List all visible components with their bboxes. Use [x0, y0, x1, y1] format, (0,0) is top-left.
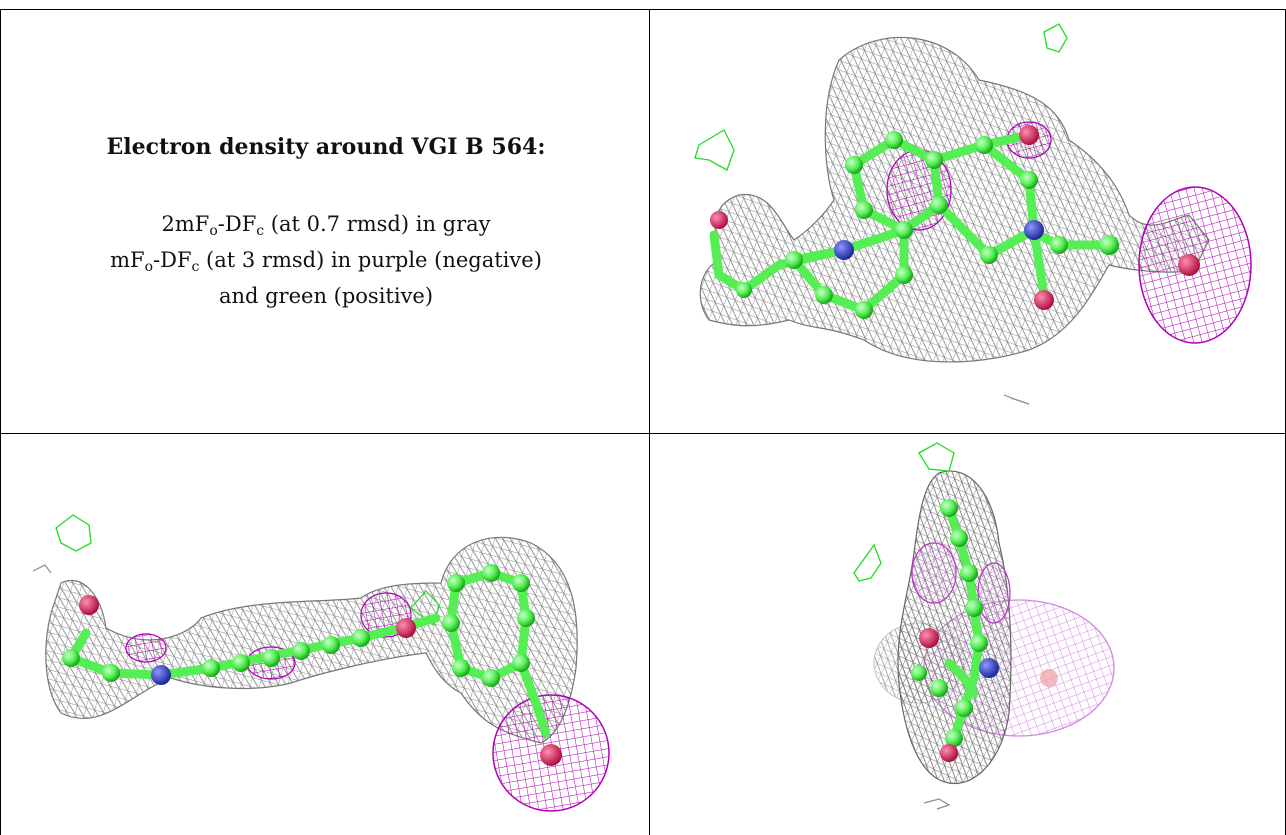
- positive-density-fragment: [854, 545, 881, 581]
- legend-text: -DF: [153, 248, 192, 272]
- legend-text: (at 3 rmsd) in purple (negative): [199, 248, 542, 272]
- negative-density-blob: [978, 563, 1010, 623]
- legend-text: -DF: [218, 212, 257, 236]
- legend-text: mF: [110, 248, 144, 272]
- gray-density-fragment: [1004, 395, 1029, 404]
- legend-subscript: o: [209, 223, 217, 239]
- legend-subscript: c: [256, 223, 264, 239]
- molecule-render-end-on: [649, 433, 1286, 835]
- legend-line-fofc: mFo-DFc (at 3 rmsd) in purple (negative): [1, 246, 650, 282]
- legend-text: 2mF: [161, 212, 209, 236]
- negative-density-blob: [126, 634, 166, 662]
- legend-line-positive: and green (positive): [1, 282, 650, 311]
- positive-density-fragment: [919, 443, 954, 471]
- legend-subscript: o: [145, 259, 153, 275]
- density-view-front: [649, 9, 1286, 434]
- legend-line-2fofc: 2mFo-DFc (at 0.7 rmsd) in gray: [1, 210, 650, 246]
- positive-density-fragment: [1044, 24, 1067, 52]
- gray-density-fragment: [924, 799, 949, 809]
- molecule-render-side: [1, 433, 650, 835]
- molecule-render-front: [649, 10, 1286, 434]
- density-view-end-on: [649, 433, 1286, 835]
- positive-density-fragment: [56, 515, 91, 551]
- map-legend: 2mFo-DFc (at 0.7 rmsd) in gray mFo-DFc (…: [1, 210, 650, 311]
- positive-density-fragment: [695, 130, 734, 170]
- gray-density-mesh: [700, 37, 1209, 361]
- legend-text: (at 0.7 rmsd) in gray: [264, 212, 490, 236]
- caption-panel: Electron density around VGI B 564: 2mFo-…: [0, 9, 650, 434]
- figure-heading: Electron density around VGI B 564:: [1, 134, 650, 160]
- negative-density-blob: [912, 543, 956, 603]
- density-view-side: [0, 433, 650, 835]
- gray-density-fragment: [33, 565, 51, 573]
